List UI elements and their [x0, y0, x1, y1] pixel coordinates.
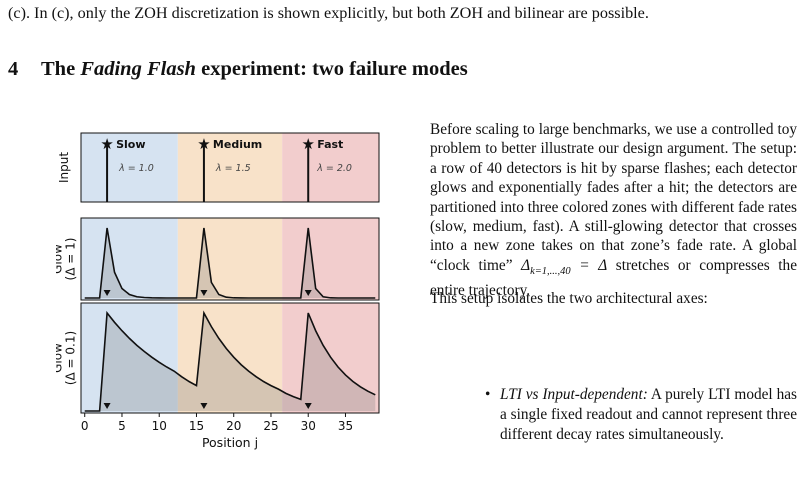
zone-band-medium — [177, 133, 283, 202]
zone-band-medium — [177, 303, 283, 413]
panel-ylabel: (Δ = 0.1) — [64, 331, 78, 385]
zone-lambda-fast: λ = 2.0 — [316, 163, 352, 174]
x-tick-label: 30 — [301, 419, 316, 433]
flash-position-marker — [103, 290, 111, 296]
x-tick-label: 0 — [81, 419, 89, 433]
flash-star-marker: ★ — [301, 135, 314, 153]
paragraph-text: Before scaling to large benchmarks, we u… — [430, 121, 797, 274]
zone-label-fast: Fast — [317, 138, 343, 151]
x-axis-label: Position j — [202, 435, 258, 450]
section-number: 4 — [8, 58, 19, 80]
section-title-prefix: The — [41, 58, 81, 80]
flash-position-marker — [200, 403, 208, 409]
bullet-label: LTI vs Input-dependent: — [500, 386, 648, 403]
section-title-suffix: experiment: two failure modes — [195, 58, 468, 80]
zone-band-fast — [282, 133, 379, 202]
previous-section-text: (c). In (c), only the ZOH discretization… — [8, 4, 649, 22]
zone-lambda-medium: λ = 1.5 — [215, 163, 251, 174]
flash-star-marker: ★ — [197, 135, 210, 153]
glow-area-fill — [84, 228, 376, 298]
zone-band-slow — [81, 303, 178, 413]
x-tick-label: 10 — [152, 419, 167, 433]
bullet-item: • LTI vs Input-dependent: A purely LTI mo… — [485, 385, 798, 444]
panel-ylabel: Glow — [56, 244, 65, 274]
flash-position-marker — [103, 403, 111, 409]
setup-paragraph: Before scaling to large benchmarks, we u… — [430, 120, 797, 301]
math-delta: Δ — [521, 256, 531, 274]
panel-ylabel: (Δ = 1) — [64, 238, 78, 281]
flash-star-marker: ★ — [100, 135, 113, 153]
bullet-text: A purely LTI model has a single fixed re… — [500, 386, 798, 443]
zone-label-slow: Slow — [116, 138, 145, 151]
x-tick-label: 5 — [118, 419, 126, 433]
x-tick-label: 15 — [189, 419, 204, 433]
zone-label-medium: Medium — [213, 138, 262, 151]
flash-position-marker — [304, 403, 312, 409]
zone-band-fast — [282, 218, 379, 300]
flash-position-marker — [304, 290, 312, 296]
fading-flash-figure: ★ ★ ★ Slow λ = 1.0 Medium λ = 1.5 Fast λ = 2.0 In… — [56, 100, 396, 500]
panel-frame — [80, 132, 380, 203]
zone-band-slow — [81, 218, 178, 300]
panel-frame — [80, 217, 380, 301]
zone-lambda-slow: λ = 1.0 — [118, 163, 154, 174]
bullet-dot: • — [485, 386, 491, 403]
x-tick-label: 20 — [226, 419, 241, 433]
paragraph-text-end: stretches or compresses the entire traje… — [430, 256, 797, 300]
section-title-italic: Fading Flash — [80, 58, 196, 80]
zone-band-medium — [177, 218, 283, 300]
panel-ylabel: Glow — [56, 343, 65, 373]
panel-ylabel: Input — [57, 152, 71, 183]
section-heading: 4 The Fading Flash experiment: two failur… — [8, 56, 468, 82]
glow-line — [84, 227, 376, 299]
math-equals-delta: = Δ — [570, 256, 608, 274]
flash-position-marker — [200, 290, 208, 296]
axes-intro-paragraph: This setup isolates the two architectura… — [430, 290, 708, 307]
x-tick-label: 35 — [338, 419, 353, 433]
glow-line — [84, 310, 376, 412]
x-tick-label: 25 — [263, 419, 278, 433]
zone-band-slow — [81, 133, 178, 202]
panel-frame — [80, 302, 380, 414]
math-subscript: k=1,...,40 — [530, 265, 571, 277]
